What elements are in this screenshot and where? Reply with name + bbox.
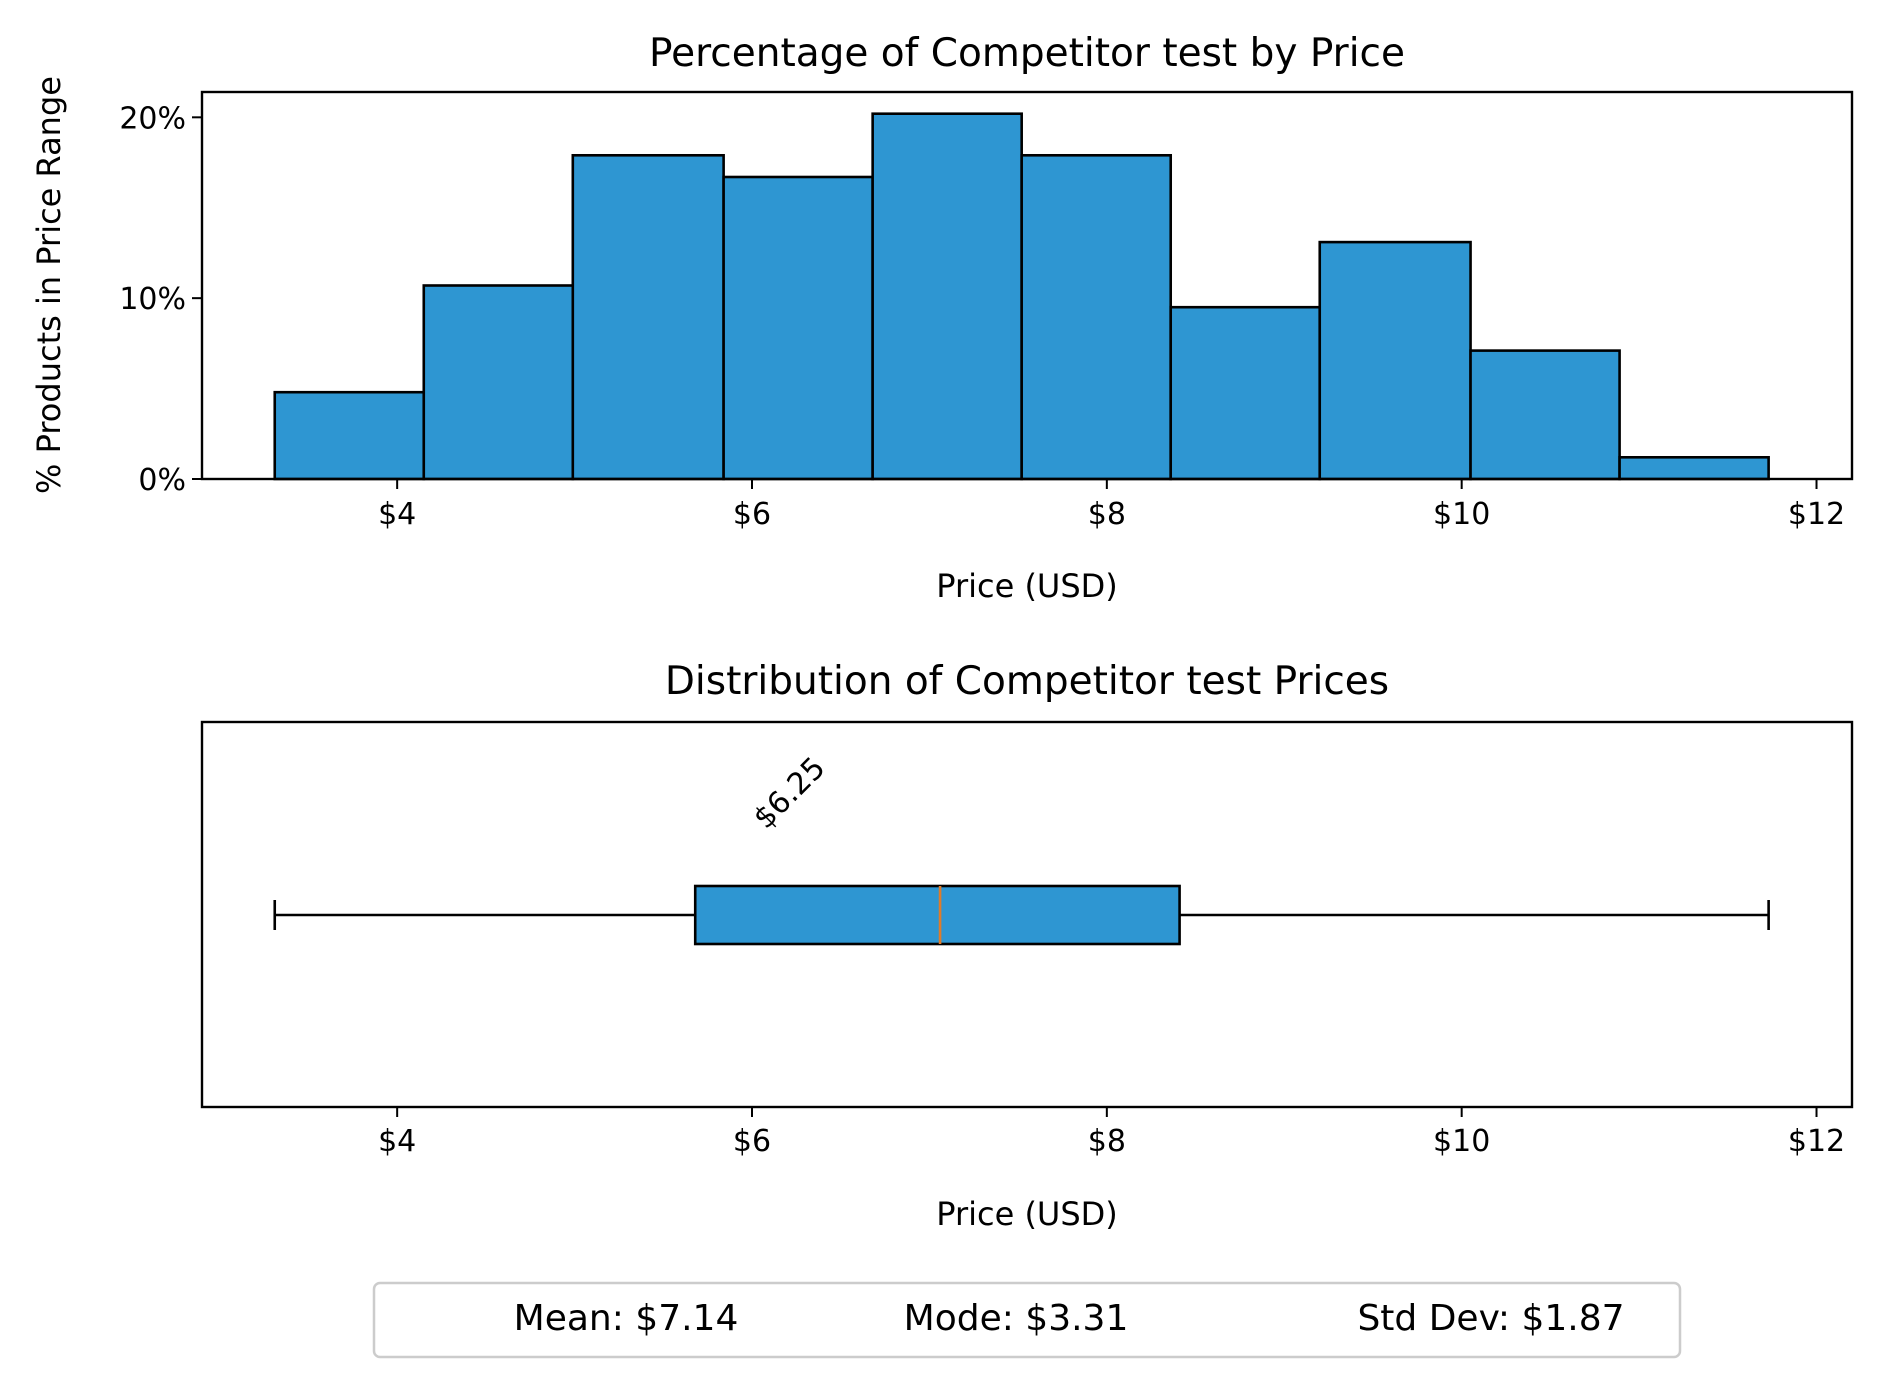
boxplot-iqr-box: [693, 884, 1181, 946]
boxplot-panel: Distribution of Competitor test Prices $…: [200, 659, 1854, 1233]
histogram-x-ticks: $4 $6 $8 $10 $12: [378, 479, 1845, 532]
boxplot-x-tick-label: $4: [378, 1124, 416, 1159]
histogram-y-tick-label: 0%: [138, 463, 186, 498]
stats-legend-frame: [372, 1281, 1682, 1359]
boxplot-x-tick-label: $12: [1788, 1124, 1845, 1159]
boxplot-title: Distribution of Competitor test Prices: [665, 659, 1389, 704]
boxplot-elements: $6.25: [273, 751, 1770, 946]
histogram-x-tick-label: $10: [1433, 497, 1490, 532]
histogram-y-tick-label: 10%: [119, 282, 186, 317]
histogram-x-tick-label: $4: [378, 497, 416, 532]
histogram-x-tick-label: $12: [1788, 497, 1845, 532]
histogram-bar-3: [571, 153, 725, 481]
histogram-bar-7: [1169, 305, 1322, 481]
boxplot-x-ticks: $4 $6 $8 $10 $12: [378, 1107, 1845, 1159]
histogram-bar-8: [1318, 240, 1472, 481]
histogram-y-tick-label: 20%: [119, 101, 186, 136]
boxplot-x-tick-label: $8: [1088, 1124, 1126, 1159]
stat-mean: Mean: $7.14: [514, 1298, 739, 1339]
boxplot-x-axis-label: Price (USD): [936, 1195, 1118, 1233]
histogram-y-ticks: 0% 10% 20%: [119, 101, 202, 498]
histogram-bars: [273, 112, 1770, 481]
boxplot-annotation: $6.25: [747, 751, 832, 836]
histogram-panel: Percentage of Competitor test by Price $…: [30, 31, 1854, 605]
boxplot-x-tick-label: $10: [1433, 1124, 1490, 1159]
histogram-x-axis-label: Price (USD): [936, 567, 1118, 605]
stats-legend: Mean: $7.14 Mode: $3.31 Std Dev: $1.87: [372, 1281, 1682, 1359]
boxplot-x-tick-label: $6: [733, 1124, 771, 1159]
stat-std-dev: Std Dev: $1.87: [1357, 1298, 1624, 1339]
histogram-frame: [200, 90, 1854, 481]
histogram-bar-10: [1618, 455, 1770, 481]
histogram-title: Percentage of Competitor test by Price: [649, 31, 1405, 76]
histogram-bar-2: [422, 284, 575, 481]
histogram-bar-5: [871, 112, 1023, 481]
histogram-bar-4: [722, 175, 874, 481]
histogram-bar-9: [1469, 349, 1621, 481]
histogram-x-tick-label: $8: [1088, 497, 1126, 532]
boxplot-frame: [200, 720, 1854, 1109]
stat-mode: Mode: $3.31: [904, 1298, 1129, 1339]
histogram-y-axis-label: % Products in Price Range: [30, 76, 68, 494]
histogram-bar-6: [1020, 153, 1173, 481]
histogram-x-tick-label: $6: [733, 497, 771, 532]
histogram-bar-1: [273, 390, 426, 481]
